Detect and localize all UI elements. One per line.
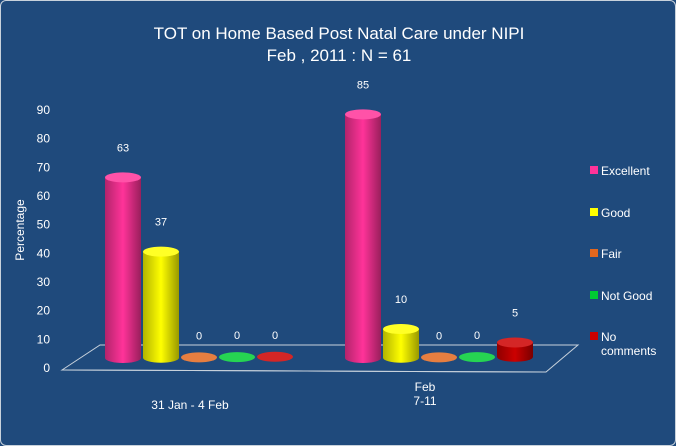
y-tick-label: 10 — [37, 332, 51, 346]
bar-good — [143, 246, 179, 363]
data-label: 0 — [272, 330, 278, 342]
legend-label: Excellent — [601, 164, 650, 178]
chart-subtitle: Feb , 2011 : N = 61 — [266, 46, 412, 65]
x-axis-line — [61, 369, 547, 373]
y-tick-label: 70 — [37, 160, 51, 174]
data-label: 63 — [117, 142, 129, 154]
y-tick-label: 90 — [37, 103, 51, 117]
bar-excellent — [105, 172, 141, 363]
legend-swatch — [590, 332, 598, 340]
legend-label: comments — [601, 344, 656, 358]
data-label: 5 — [512, 307, 518, 319]
bar-not-good — [219, 352, 255, 363]
legend-swatch — [590, 291, 598, 299]
legend-swatch — [590, 249, 598, 257]
legend-item: Excellent — [590, 164, 650, 178]
bar-fair — [181, 352, 217, 363]
legend-swatch — [590, 208, 598, 216]
y-tick-label: 60 — [37, 189, 51, 203]
y-tick-label: 30 — [37, 275, 51, 289]
y-axis-label: Percentage — [13, 199, 27, 261]
legend-item: Fair — [590, 247, 622, 261]
y-tick-label: 50 — [37, 218, 51, 232]
y-tick-label: 20 — [37, 304, 51, 318]
data-label: 0 — [234, 330, 240, 342]
bar-not-good — [459, 352, 495, 363]
bar-excellent — [345, 109, 381, 363]
chart-title: TOT on Home Based Post Natal Care under … — [153, 24, 525, 43]
legend-item: Good — [590, 206, 630, 220]
y-tick-label: 80 — [37, 132, 51, 146]
y-tick-label: 40 — [37, 246, 51, 260]
data-label: 0 — [196, 330, 202, 342]
y-tick-label: 0 — [43, 361, 50, 375]
x-category-label: Feb — [415, 380, 436, 394]
bar-fair — [421, 352, 457, 363]
legend-label: Fair — [601, 247, 622, 261]
x-category-label: 7-11 — [413, 394, 436, 408]
x-category-label: 31 Jan - 4 Feb — [151, 398, 229, 412]
data-label: 85 — [357, 79, 369, 91]
legend-item: Not Good — [590, 289, 652, 303]
data-label: 0 — [436, 330, 442, 342]
legend-swatch — [590, 166, 598, 174]
legend-label: No — [601, 330, 617, 344]
data-label: 10 — [395, 294, 407, 306]
bar-no-comments — [497, 337, 533, 362]
legend-label: Not Good — [601, 289, 652, 303]
data-label: 0 — [474, 330, 480, 342]
data-label: 37 — [155, 217, 167, 229]
bar-good — [383, 324, 419, 363]
bar-no-comments — [257, 351, 293, 362]
legend-label: Good — [601, 206, 630, 220]
